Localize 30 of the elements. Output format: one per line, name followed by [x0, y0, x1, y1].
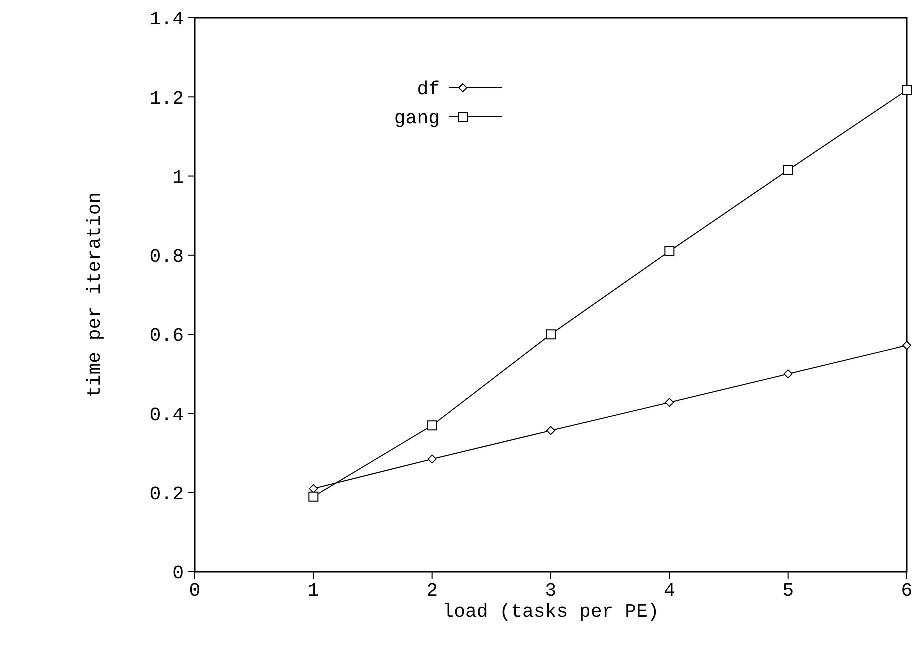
point [427, 420, 438, 431]
point [784, 370, 793, 379]
x-axis-title: load (tasks per PE) [442, 601, 660, 623]
y-axis-title: time per iteration [84, 192, 106, 398]
x-tick-label: 4 [664, 580, 676, 602]
x-tick-label: 6 [901, 580, 913, 602]
y-tick-label: 0 [172, 562, 184, 585]
y-tick-label: 0.6 [150, 325, 184, 348]
y-tick-label: 1.4 [150, 8, 184, 31]
x-tick-label: 2 [426, 580, 438, 602]
point [902, 341, 912, 350]
x-tick-label: 3 [545, 580, 557, 602]
point [664, 246, 675, 256]
point [783, 165, 794, 176]
y-tick-label: 0.8 [150, 246, 184, 268]
x-tick-label: 0 [189, 580, 201, 602]
y-tick-label: 0.2 [150, 484, 184, 506]
y-tick-label: 1 [172, 166, 184, 189]
point [546, 426, 556, 436]
x-tick-label: 5 [782, 580, 794, 602]
point [546, 330, 556, 340]
y-tick-label: 1.2 [150, 88, 184, 110]
point [308, 492, 319, 502]
legend-label: df [417, 78, 440, 101]
point [902, 85, 912, 96]
point [428, 454, 437, 464]
legend-label: gang [394, 108, 440, 130]
x-tick-label: 1 [308, 580, 320, 602]
y-tick-label: 0.4 [150, 404, 184, 426]
point [665, 398, 674, 408]
